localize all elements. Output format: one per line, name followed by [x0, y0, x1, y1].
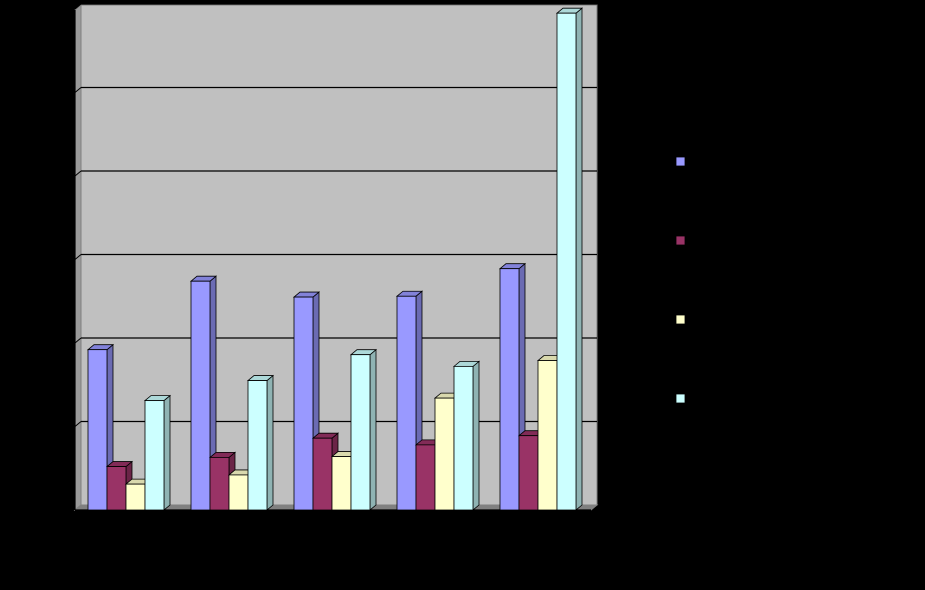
bar-front [415, 444, 436, 511]
bar-front [190, 280, 211, 511]
bar-front [453, 365, 474, 511]
bar-side [266, 374, 274, 511]
bar [555, 7, 584, 511]
bars [86, 7, 584, 511]
bar [189, 275, 218, 511]
gridline-side [74, 170, 82, 177]
bar-front [144, 400, 165, 511]
gridline-side [74, 3, 82, 10]
legend-swatch [675, 235, 686, 246]
bar [143, 394, 172, 511]
bar-side [472, 360, 480, 511]
bar-side [575, 7, 583, 511]
bar-front [247, 380, 268, 511]
bar-front [537, 360, 558, 511]
bar-front [209, 456, 230, 511]
bar [246, 374, 275, 511]
bar-front [556, 12, 577, 511]
bar-front [87, 349, 108, 511]
bar-front [312, 437, 333, 511]
bar [349, 348, 378, 511]
gridlines [70, 3, 597, 511]
legend-swatch [675, 314, 686, 325]
bar-front [518, 435, 539, 511]
bar-front [228, 474, 249, 511]
bar-front [434, 397, 455, 511]
gridline-side [74, 254, 82, 260]
bar-front [331, 456, 352, 511]
gridline-side [74, 337, 82, 344]
bar-front [396, 295, 417, 511]
bar-front [293, 296, 314, 511]
bar-side [163, 394, 171, 511]
gridline-side [74, 87, 82, 93]
bar-front [106, 466, 127, 511]
bar-front [350, 354, 371, 511]
legend-swatch [675, 156, 686, 167]
bar-front [499, 268, 520, 511]
bar-front [125, 483, 146, 511]
bar [452, 360, 481, 511]
legend-swatch [675, 393, 686, 404]
legend [675, 156, 686, 404]
gridline-side [74, 421, 82, 427]
bar-side [369, 348, 377, 511]
